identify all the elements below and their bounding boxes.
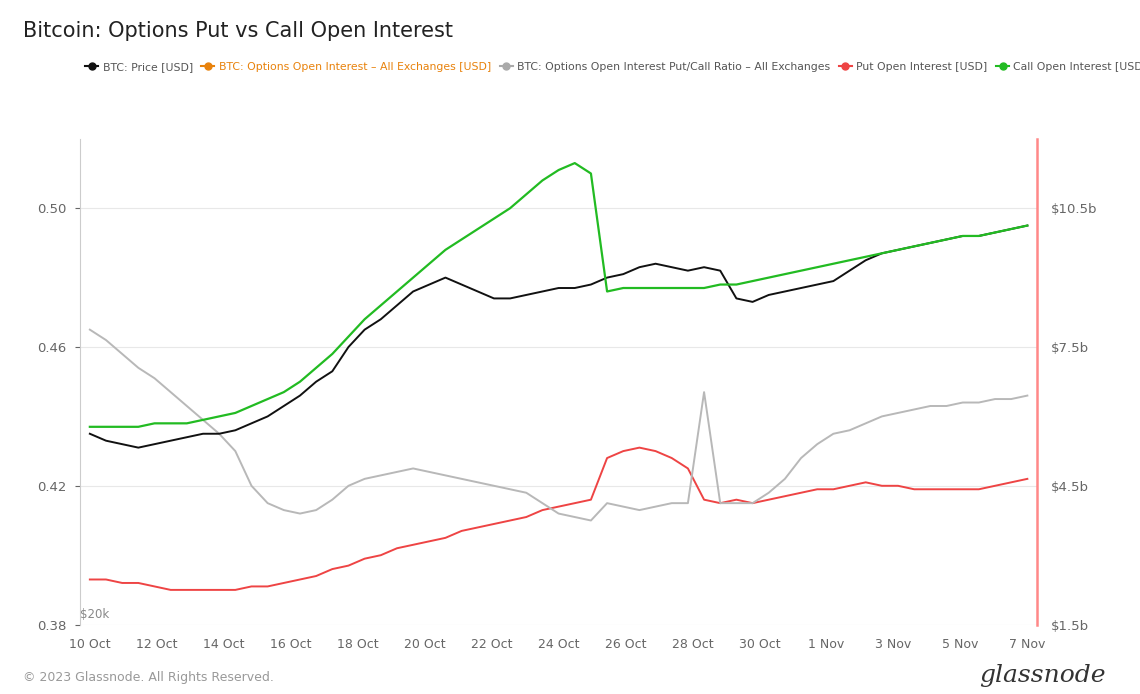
- Text: © 2023 Glassnode. All Rights Reserved.: © 2023 Glassnode. All Rights Reserved.: [23, 670, 274, 684]
- Text: Bitcoin: Options Put vs Call Open Interest: Bitcoin: Options Put vs Call Open Intere…: [23, 21, 453, 41]
- Legend: BTC: Price [USD], BTC: Options Open Interest – All Exchanges [USD], BTC: Options: BTC: Price [USD], BTC: Options Open Inte…: [86, 62, 1140, 71]
- Text: $20k: $20k: [80, 608, 109, 621]
- Text: glassnode: glassnode: [979, 664, 1106, 687]
